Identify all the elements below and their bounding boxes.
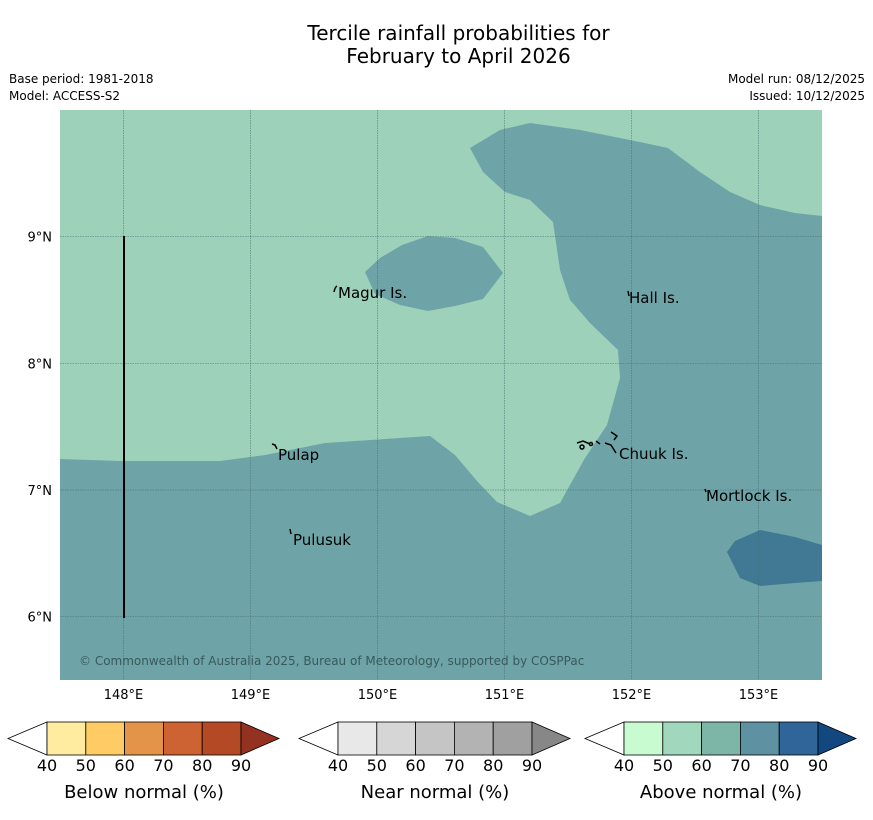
pulusuk-island-shape (289, 528, 292, 535)
colorbar-title: Below normal (%) (64, 782, 224, 803)
colorbar-low-extension (583, 721, 625, 756)
colorbar-cell (492, 721, 533, 756)
colorbar-tick-label: 70 (730, 756, 750, 775)
colorbar-title: Near normal (%) (361, 782, 510, 803)
colorbar-tick-label: 90 (522, 756, 542, 775)
title-line-1: Tercile rainfall probabilities for (307, 21, 610, 45)
latitude-labels: 9°N 8°N 7°N 6°N (28, 231, 53, 626)
colorbar-low-extension (297, 721, 339, 756)
model-name: Model: ACCESS-S2 (9, 89, 121, 103)
colorbar-tick-label: 60 (114, 756, 134, 775)
island-label-pulap: Pulap (278, 446, 319, 464)
colorbar-cell (740, 721, 780, 756)
colorbar-high-extension (817, 721, 858, 756)
lon-tick-label: 149°E (231, 688, 271, 703)
colorbar-cell (162, 721, 203, 756)
copyright-notice: © Commonwealth of Australia 2025, Bureau… (79, 654, 584, 668)
island-label-mortlock: Mortlock Is. (706, 487, 792, 505)
meta-right: Model run: 08/12/2025 Issued: 10/12/2025 (728, 71, 865, 105)
colorbar-tick-label: 80 (769, 756, 789, 775)
island-label-pulusuk: Pulusuk (293, 531, 351, 549)
colorbar-cell (337, 721, 378, 756)
above-normal-60-70-blob (365, 236, 503, 311)
colorbar-tick-label: 80 (483, 756, 503, 775)
colorbar-title: Above normal (%) (640, 782, 802, 803)
graticule (60, 110, 822, 680)
base-period: Base period: 1981-2018 (9, 72, 154, 86)
colorbar-cell (623, 721, 664, 756)
colorbar-tick-label: 50 (367, 756, 387, 775)
colorbar-tick-label: 50 (653, 756, 673, 775)
meta-left: Base period: 1981-2018 Model: ACCESS-S2 (9, 71, 154, 105)
title-line-2: February to April 2026 (346, 44, 571, 68)
colorbar-high-extension (240, 721, 281, 756)
hall-island-shape (627, 290, 630, 297)
lon-tick-label: 152°E (612, 688, 652, 703)
colorbar-tick-label: 40 (37, 756, 57, 775)
colorbar-tick-label: 50 (76, 756, 96, 775)
pulap-island-shape (271, 443, 278, 450)
island-shapes (271, 285, 707, 535)
colorbar-tick-label: 90 (808, 756, 828, 775)
map-title: Tercile rainfall probabilities for Febru… (0, 22, 873, 68)
lat-tick-label: 8°N (28, 357, 53, 372)
colorbar-cell (124, 721, 164, 756)
above-normal-70-80-region (727, 530, 822, 586)
mortlock-island-shape (704, 488, 707, 493)
lon-tick-label: 151°E (485, 688, 525, 703)
colorbar-tick-label: 60 (691, 756, 711, 775)
longitude-labels: 148°E 149°E 150°E 151°E 152°E 153°E (104, 688, 779, 703)
colorbar-cell (376, 721, 416, 756)
legend-group: 40 50 60 70 80 90 Below normal (%) 40 50 60 70 80 90… (6, 721, 858, 803)
colorbar-1: 40 50 60 70 80 90 Below normal (%) (6, 721, 281, 803)
colorbar-tick-label: 70 (444, 756, 464, 775)
magur-island-shape (333, 285, 338, 293)
island-label-hall: Hall Is. (629, 289, 680, 307)
colorbar-cell (453, 721, 494, 756)
colorbar-cell (46, 721, 87, 756)
island-label-chuuk: Chuuk Is. (619, 445, 688, 463)
model-run: Model run: 08/12/2025 (727, 72, 865, 86)
colorbar-3: 40 50 60 70 80 90 Above normal (%) (583, 721, 858, 803)
colorbar-cell (662, 721, 702, 756)
lat-tick-label: 6°N (28, 611, 53, 626)
colorbar-tick-label: 40 (614, 756, 634, 775)
colorbar-tick-label: 70 (153, 756, 173, 775)
colorbar-2: 40 50 60 70 80 90 Near normal (%) (297, 721, 572, 803)
colorbar-tick-label: 60 (405, 756, 425, 775)
map-panel: Magur Is. Hall Is. Pulap Chuuk Is. Mortl… (60, 110, 822, 680)
colorbar-cell (701, 721, 741, 756)
lat-tick-label: 9°N (28, 231, 53, 246)
colorbar-tick-label: 40 (328, 756, 348, 775)
colorbar-cell (778, 721, 819, 756)
chuuk-islet (579, 444, 585, 450)
island-label-magur: Magur Is. (338, 284, 407, 302)
lat-tick-label: 7°N (28, 484, 53, 499)
colorbar-cell (201, 721, 242, 756)
lon-tick-label: 153°E (739, 688, 779, 703)
colorbar-low-extension (6, 721, 48, 756)
colorbar-high-extension (531, 721, 572, 756)
colorbar-tick-label: 90 (231, 756, 251, 775)
lon-tick-label: 150°E (358, 688, 398, 703)
lon-tick-label: 148°E (104, 688, 144, 703)
chuuk-islet (588, 441, 594, 447)
colorbar-tick-label: 80 (192, 756, 212, 775)
colorbar-cell (85, 721, 126, 756)
colorbar-cell (415, 721, 455, 756)
issued-date: Issued: 10/12/2025 (749, 89, 865, 103)
chuuk-lagoon-shape (576, 431, 619, 454)
